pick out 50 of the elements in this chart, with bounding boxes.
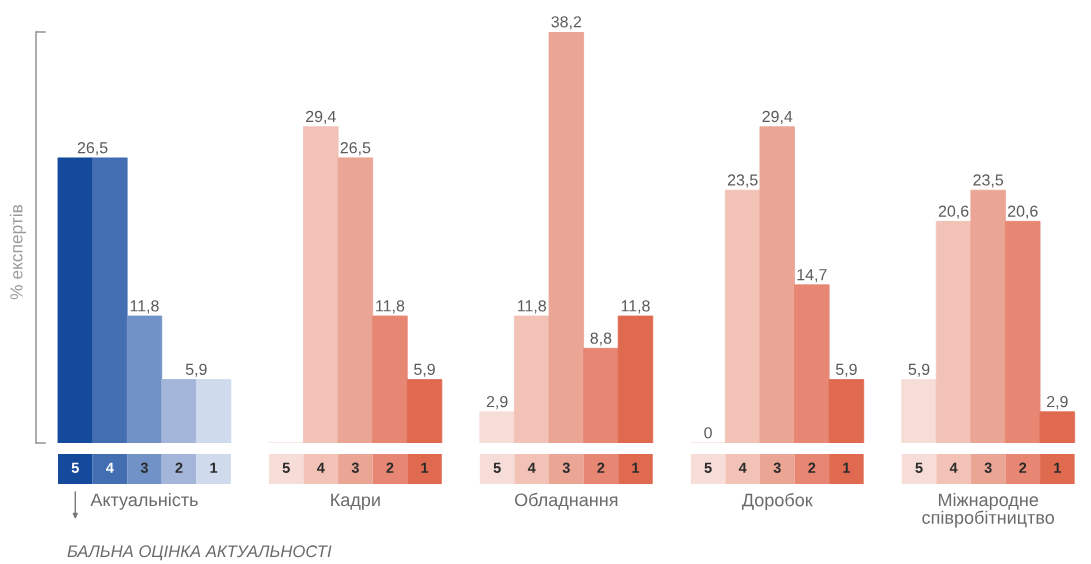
text: 3 (562, 462, 570, 473)
text: 3 (984, 462, 992, 473)
text: 5 (282, 462, 290, 473)
text: 1 (1054, 462, 1061, 473)
y-axis-title: % експертів (9, 204, 26, 300)
data-label: 14,7 (797, 269, 827, 283)
x-tick-label: Обладнання (514, 492, 618, 510)
text: 4 (316, 462, 325, 473)
data-label: 11,8 (130, 300, 159, 314)
text: 2 (386, 462, 394, 473)
text: 2 (808, 462, 816, 473)
data-label: 20,6 (938, 205, 969, 219)
data-label: 38,2 (551, 16, 582, 30)
text: 3 (773, 462, 781, 473)
data-label: 26,5 (340, 142, 371, 156)
text: 4 (527, 462, 536, 473)
text: 2 (1019, 462, 1027, 473)
data-label: 29,4 (762, 110, 793, 125)
data-label: 2,9 (1047, 395, 1068, 410)
data-label: 20,6 (1008, 205, 1038, 219)
data-label: 5,9 (185, 363, 207, 377)
data-label: 29,4 (306, 110, 336, 125)
data-label: 0 (704, 427, 712, 439)
data-label: 5,9 (835, 363, 857, 377)
data-label: 11,8 (621, 300, 650, 314)
text: 5 (493, 462, 501, 473)
text: 1 (843, 462, 851, 473)
x-tick-label: Кадри (331, 493, 380, 510)
text: 2 (597, 462, 605, 473)
data-label: 23,5 (727, 174, 758, 188)
legend-label: 1 (210, 462, 218, 473)
data-label: 2,9 (486, 395, 508, 410)
text: 5 (915, 462, 923, 473)
data-label: 5,9 (908, 363, 930, 377)
data-label: 23,5 (973, 174, 1004, 188)
legend-title: БАЛЬНА ОЦІНКА АКТУАЛЬНОСТІ (67, 545, 332, 561)
text: 4 (738, 462, 747, 473)
x-tick-label: Актуальність (90, 493, 198, 510)
text: 3 (351, 462, 359, 473)
x-tick-label: Міжнародне співробітництво (922, 493, 1055, 528)
data-label: 11,8 (376, 300, 405, 314)
data-label: 26,5 (77, 142, 108, 156)
text: 1 (632, 462, 640, 473)
x-tick-label: Доробок (741, 493, 813, 510)
text: 1 (421, 462, 429, 473)
text: 5 (704, 462, 712, 473)
data-label: 5,9 (414, 363, 435, 377)
text: 4 (949, 462, 958, 473)
data-label: 11,8 (517, 300, 546, 314)
data-label: 8,8 (590, 332, 612, 346)
